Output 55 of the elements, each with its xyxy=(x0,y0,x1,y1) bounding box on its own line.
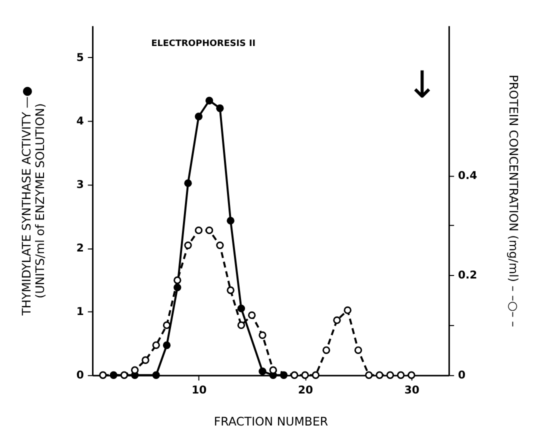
point xyxy=(120,371,128,379)
point xyxy=(205,96,214,104)
y2-tick-label: 0 xyxy=(458,368,466,382)
point xyxy=(174,276,182,284)
point xyxy=(376,371,384,379)
y-tick-label: 0 xyxy=(76,368,84,382)
point xyxy=(216,104,224,112)
point xyxy=(333,316,341,324)
point xyxy=(365,371,373,379)
y-tick-label: 4 xyxy=(76,114,84,128)
point xyxy=(184,179,192,188)
x-axis-title: FRACTION NUMBER xyxy=(214,414,328,429)
x-tick-label: 20 xyxy=(298,383,314,396)
point xyxy=(237,304,246,312)
point xyxy=(269,366,277,374)
point xyxy=(194,226,203,234)
text: THYMIDYLATE SYNTHASE ACTIVITY —● xyxy=(19,86,34,316)
point xyxy=(162,321,171,330)
point xyxy=(226,216,234,225)
point xyxy=(152,341,160,350)
point xyxy=(354,346,362,354)
y-tick-label: 1 xyxy=(76,305,84,318)
point xyxy=(396,371,405,379)
point xyxy=(162,341,171,350)
point xyxy=(258,367,266,376)
y2-tick-label: 0.4 xyxy=(458,168,478,182)
point xyxy=(194,112,203,120)
x-tick-label: 30 xyxy=(404,383,420,396)
point xyxy=(258,331,266,340)
point xyxy=(408,371,416,379)
point xyxy=(290,371,298,379)
point xyxy=(205,226,214,234)
annotation: ↓ xyxy=(406,62,438,106)
point xyxy=(216,241,224,250)
point xyxy=(312,371,320,379)
y-tick-label: 2 xyxy=(76,241,84,254)
point xyxy=(322,346,330,354)
point xyxy=(248,311,256,320)
y2-tick-label: 0.2 xyxy=(458,268,478,282)
text: (UNITS/ml of ENZYME SOLUTION) xyxy=(33,103,48,298)
point xyxy=(130,366,139,374)
y2-axis-title: PROTEIN CONCENTRATION (mg/ml) – –○– – xyxy=(506,74,521,328)
point xyxy=(344,306,352,314)
y-tick-label: 3 xyxy=(76,178,84,191)
point xyxy=(152,371,160,379)
x-tick-label: 10 xyxy=(192,383,207,396)
point xyxy=(301,371,309,379)
text: ELECTROPHORESIS II xyxy=(151,39,256,50)
point xyxy=(237,321,246,330)
point xyxy=(226,286,234,294)
point xyxy=(184,241,192,250)
y-tick-label: 5 xyxy=(76,50,84,64)
point xyxy=(386,371,394,379)
point xyxy=(99,371,107,379)
point xyxy=(142,356,150,364)
